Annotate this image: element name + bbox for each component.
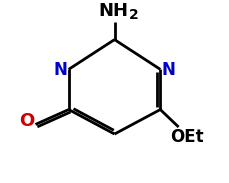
Text: N: N (161, 61, 175, 79)
Text: O: O (19, 112, 34, 130)
Text: N: N (54, 61, 68, 79)
Text: 2: 2 (129, 8, 139, 22)
Text: OEt: OEt (171, 128, 204, 146)
Text: NH: NH (98, 2, 128, 20)
